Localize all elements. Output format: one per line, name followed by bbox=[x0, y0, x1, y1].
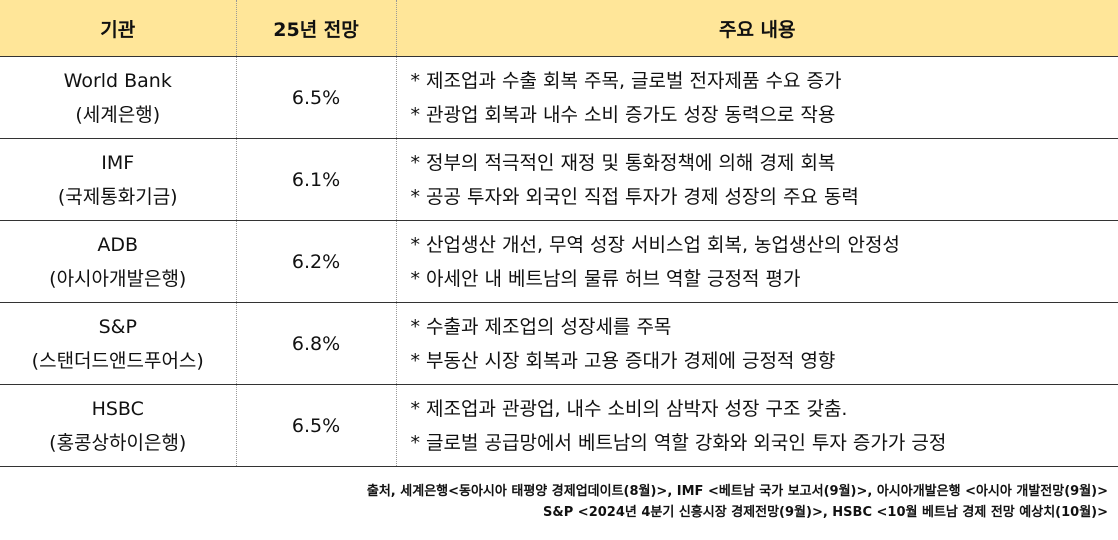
institution-name: HSBC bbox=[91, 397, 144, 420]
content-cell: * 수출과 제조업의 성장세를 주목 * 부동산 시장 회복과 고용 증대가 경… bbox=[396, 302, 1118, 385]
institution-name: IMF bbox=[101, 151, 135, 174]
table-row: IMF (국제통화기금) 6.1% * 정부의 적극적인 재정 및 통화정책에 … bbox=[0, 138, 1118, 221]
content-cell: * 정부의 적극적인 재정 및 통화정책에 의해 경제 회복 * 공공 투자와 … bbox=[396, 138, 1118, 221]
institution-name: S&P bbox=[98, 315, 137, 338]
forecast-value: 6.2% bbox=[236, 220, 397, 303]
institution-korean-name: (스탠더드앤드푸어스) bbox=[31, 349, 204, 372]
content-line: * 제조업과 수출 회복 주목, 글로벌 전자제품 수요 증가 bbox=[410, 69, 842, 92]
forecast-value: 6.8% bbox=[236, 302, 397, 385]
source-note: 출처, 세계은행<동아시아 태평양 경제업데이트(8월)>, IMF <베트남 … bbox=[367, 481, 1108, 523]
header-forecast: 25년 전망 bbox=[236, 0, 397, 57]
institution-name: ADB bbox=[97, 233, 139, 256]
table-row: World Bank (세계은행) 6.5% * 제조업과 수출 회복 주목, … bbox=[0, 56, 1118, 139]
institution-cell: S&P (스탠더드앤드푸어스) bbox=[0, 302, 237, 385]
content-line: * 관광업 회복과 내수 소비 증가도 성장 동력으로 작용 bbox=[410, 103, 836, 126]
forecast-value: 6.1% bbox=[236, 138, 397, 221]
institution-cell: ADB (아시아개발은행) bbox=[0, 220, 237, 303]
institution-korean-name: (국제통화기금) bbox=[57, 185, 178, 208]
content-line: * 글로벌 공급망에서 베트남의 역할 강화와 외국인 투자 증가가 긍정 bbox=[410, 431, 947, 454]
content-line: * 제조업과 관광업, 내수 소비의 삼박자 성장 구조 갖춤. bbox=[410, 397, 848, 420]
content-line: * 아세안 내 베트남의 물류 허브 역할 긍정적 평가 bbox=[410, 267, 801, 290]
forecast-value: 6.5% bbox=[236, 56, 397, 139]
content-line: * 정부의 적극적인 재정 및 통화정책에 의해 경제 회복 bbox=[410, 151, 836, 174]
content-line: * 공공 투자와 외국인 직접 투자가 경제 성장의 주요 동력 bbox=[410, 185, 859, 208]
table-row: S&P (스탠더드앤드푸어스) 6.8% * 수출과 제조업의 성장세를 주목 … bbox=[0, 302, 1118, 385]
institution-cell: IMF (국제통화기금) bbox=[0, 138, 237, 221]
content-line: * 산업생산 개선, 무역 성장 서비스업 회복, 농업생산의 안정성 bbox=[410, 233, 900, 256]
forecast-table: 기관 25년 전망 주요 내용 World Bank (세계은행) 6.5% *… bbox=[0, 0, 1118, 467]
header-main-content: 주요 내용 bbox=[396, 0, 1118, 57]
content-line: * 부동산 시장 회복과 고용 증대가 경제에 긍정적 영향 bbox=[410, 349, 836, 372]
source-line: S&P <2024년 4분기 신흥시장 경제전망(9월)>, HSBC <10월… bbox=[543, 505, 1108, 520]
institution-korean-name: (세계은행) bbox=[75, 103, 161, 126]
table-row: ADB (아시아개발은행) 6.2% * 산업생산 개선, 무역 성장 서비스업… bbox=[0, 220, 1118, 303]
header-institution: 기관 bbox=[0, 0, 237, 57]
table-row: HSBC (홍콩상하이은행) 6.5% * 제조업과 관광업, 내수 소비의 삼… bbox=[0, 384, 1118, 467]
content-cell: * 제조업과 관광업, 내수 소비의 삼박자 성장 구조 갖춤. * 글로벌 공… bbox=[396, 384, 1118, 467]
institution-name: World Bank bbox=[63, 69, 172, 92]
institution-cell: World Bank (세계은행) bbox=[0, 56, 237, 139]
institution-korean-name: (아시아개발은행) bbox=[49, 267, 187, 290]
content-cell: * 산업생산 개선, 무역 성장 서비스업 회복, 농업생산의 안정성 * 아세… bbox=[396, 220, 1118, 303]
institution-cell: HSBC (홍콩상하이은행) bbox=[0, 384, 237, 467]
institution-korean-name: (홍콩상하이은행) bbox=[49, 431, 187, 454]
source-line: 출처, 세계은행<동아시아 태평양 경제업데이트(8월)>, IMF <베트남 … bbox=[366, 484, 1108, 499]
header-row: 기관 25년 전망 주요 내용 bbox=[0, 0, 1118, 57]
content-cell: * 제조업과 수출 회복 주목, 글로벌 전자제품 수요 증가 * 관광업 회복… bbox=[396, 56, 1118, 139]
forecast-value: 6.5% bbox=[236, 384, 397, 467]
content-line: * 수출과 제조업의 성장세를 주목 bbox=[410, 315, 672, 338]
